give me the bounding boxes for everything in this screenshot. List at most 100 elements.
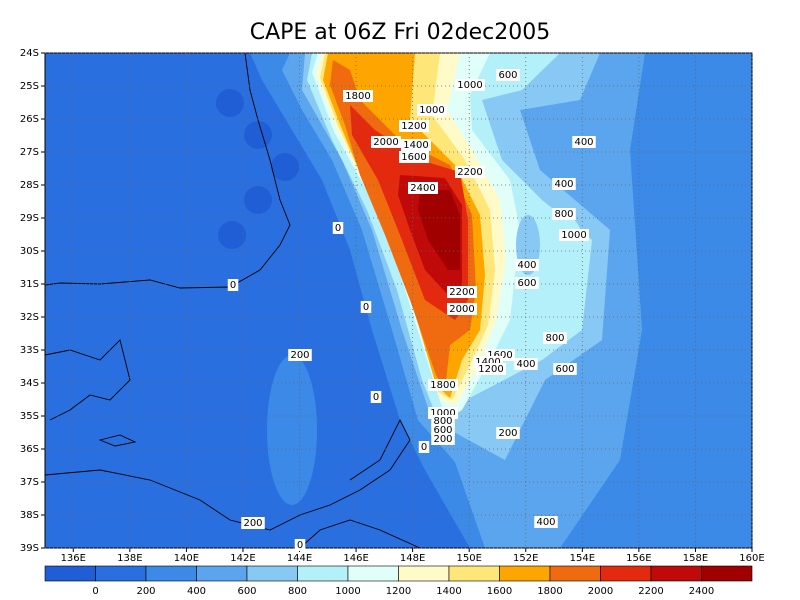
contour-label-bg xyxy=(534,516,558,528)
contour-label: 0 xyxy=(297,540,303,551)
contour-label: 1000 xyxy=(430,408,455,419)
contour-label-bg xyxy=(332,222,344,234)
contour-label: 1400 xyxy=(475,357,500,368)
x-tick-label: 140E xyxy=(174,553,199,564)
band-200-west xyxy=(267,355,317,505)
cape-field xyxy=(45,53,752,548)
contour-label: 800 xyxy=(433,416,452,427)
colorbar-box xyxy=(297,565,349,582)
contour-label-bg xyxy=(543,332,567,344)
contour-label: 2200 xyxy=(449,287,474,298)
contour-label: 1200 xyxy=(478,364,503,375)
colorbar-box xyxy=(246,565,298,582)
contour-label-bg xyxy=(370,391,382,403)
x-tick-label: 156E xyxy=(626,553,651,564)
contour-label-bg xyxy=(399,151,429,163)
contour-label: 1000 xyxy=(419,105,444,116)
y-tick-label: 29S xyxy=(20,213,39,224)
colorbar-box xyxy=(701,565,753,582)
colorbar-label: 600 xyxy=(237,586,256,597)
contour-label-bg xyxy=(552,208,576,220)
contour-label: 1600 xyxy=(401,152,426,163)
contour-label-bg xyxy=(572,136,596,148)
plot-frame xyxy=(44,52,753,549)
contour-label: 1200 xyxy=(401,121,426,132)
y-tick-label: 28S xyxy=(20,180,39,191)
contour-label: 1000 xyxy=(457,80,482,91)
y-tick-label: 32S xyxy=(20,312,39,323)
x-tick-label: 138E xyxy=(117,553,142,564)
x-tick-label: 148E xyxy=(400,553,425,564)
coastline xyxy=(45,53,421,548)
contour-label-bg xyxy=(360,301,372,313)
colorbar-label: 1200 xyxy=(386,586,411,597)
contour-label-bg xyxy=(241,517,265,529)
contour-label-bg xyxy=(417,104,447,116)
colorbar-box xyxy=(448,565,500,582)
contour-label: 2200 xyxy=(457,167,482,178)
contour-label-bg xyxy=(552,178,576,190)
contour-label: 200 xyxy=(498,428,517,439)
colorbar-label: 1800 xyxy=(537,586,562,597)
contour-label: 200 xyxy=(433,434,452,445)
colorbar-box xyxy=(196,565,248,582)
contour-label: 600 xyxy=(517,278,536,289)
contour-label-bg xyxy=(559,229,589,241)
contour-label: 200 xyxy=(290,350,309,361)
x-tick-label: 154E xyxy=(570,553,595,564)
y-tick-label: 33S xyxy=(20,345,39,356)
y-tick-label: 39S xyxy=(20,543,39,554)
y-tick-label: 34S xyxy=(20,378,39,389)
colorbar-label: 2400 xyxy=(689,586,714,597)
contour-label-bg xyxy=(399,120,429,132)
contour-label-bg xyxy=(496,427,520,439)
y-tick-label: 31S xyxy=(20,279,39,290)
contour-label: 400 xyxy=(574,137,593,148)
contour-label: 1800 xyxy=(430,380,455,391)
contour-label-bg xyxy=(227,279,239,291)
contour-label: 0 xyxy=(363,302,369,313)
contour-label-bg xyxy=(515,259,539,271)
x-tick-label: 152E xyxy=(513,553,538,564)
colorbar-box xyxy=(347,565,399,582)
contour-label: 2000 xyxy=(449,304,474,315)
colorbar-label: 1600 xyxy=(487,586,512,597)
y-tick-label: 30S xyxy=(20,246,39,257)
colorbar-box xyxy=(95,565,147,582)
y-tick-label: 25S xyxy=(20,81,39,92)
y-tick-label: 24S xyxy=(20,48,39,59)
y-tick-label: 26S xyxy=(20,114,39,125)
contour-label-bg xyxy=(496,69,520,81)
contour-label: 600 xyxy=(498,70,517,81)
contour-label-bg xyxy=(514,358,538,370)
x-tick-label: 158E xyxy=(683,553,708,564)
contour-label: 1000 xyxy=(561,230,586,241)
contour-label: 400 xyxy=(554,179,573,190)
contour-label: 2400 xyxy=(410,183,435,194)
colorbar-label: 1400 xyxy=(436,586,461,597)
colorbar-box xyxy=(600,565,652,582)
contour-label-bg xyxy=(428,379,458,391)
contour-label-bg xyxy=(418,441,430,453)
contour-label: 0 xyxy=(373,392,379,403)
colorbar-box xyxy=(145,565,197,582)
contour-label-bg xyxy=(294,539,306,551)
x-tick-label: 146E xyxy=(343,553,368,564)
contour-label: 0 xyxy=(335,223,341,234)
x-tick-label: 160E xyxy=(739,553,764,564)
colorbar-label: 1000 xyxy=(335,586,360,597)
contour-label: 0 xyxy=(230,280,236,291)
contour-label-bg xyxy=(431,433,455,445)
x-tick-label: 144E xyxy=(287,553,312,564)
contour-label: 400 xyxy=(516,359,535,370)
contour-label-bg xyxy=(408,182,438,194)
colorbar-label: 400 xyxy=(187,586,206,597)
contour-label: 1400 xyxy=(403,140,428,151)
contour-label: 400 xyxy=(536,517,555,528)
contour-label-bg xyxy=(553,363,577,375)
y-tick-label: 36S xyxy=(20,444,39,455)
colorbar-label: 200 xyxy=(136,586,155,597)
contour-label: 1800 xyxy=(345,91,370,102)
contour-label: 2000 xyxy=(373,137,398,148)
